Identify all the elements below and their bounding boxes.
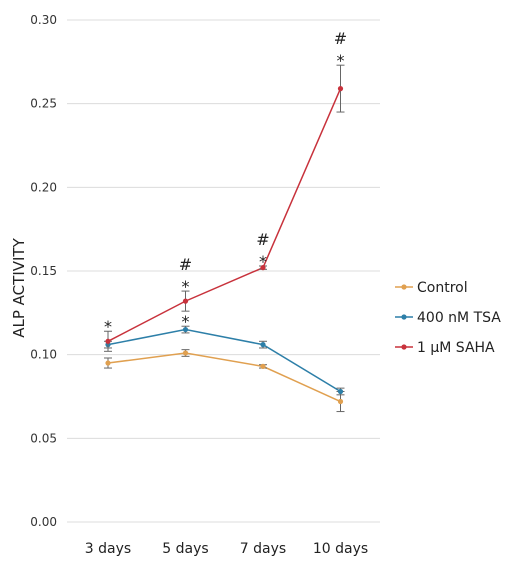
x-axis-ticks: 3 days 5 days 7 days 10 days [85,541,368,557]
x-tick-label: 7 days [240,541,286,557]
legend-label: 400 nM TSA [417,310,501,326]
legend-item: 1 μM SAHA [395,340,495,356]
series-group [104,64,345,413]
y-tick-label: 0.00 [30,515,57,529]
y-tick-label: 0.05 [30,431,57,445]
data-point [105,338,111,344]
y-tick-label: 0.10 [30,348,57,362]
series-0 [104,349,345,413]
significance-annotations: * * # * # * # * [104,29,347,336]
significance-marker: # * [179,255,192,296]
legend: Control 400 nM TSA 1 μM SAHA [395,280,501,356]
data-point [337,398,344,405]
legend-item: Control [395,280,468,296]
significance-marker: # * [256,230,269,271]
data-point [260,363,266,369]
y-axis-ticks: 0.00 0.05 0.10 0.15 0.20 0.25 0.30 [30,13,57,529]
series-line [107,88,342,342]
grid-lines [67,19,380,523]
y-axis-label: ALP ACTIVITY [10,237,28,337]
data-point [105,360,111,366]
data-point [182,326,189,333]
series-line [107,328,341,393]
series-1 [104,325,345,396]
data-point [182,298,189,304]
legend-label: Control [417,280,468,296]
data-point [260,342,266,348]
series-2 [104,64,345,352]
significance-marker: * [104,317,112,336]
data-point [337,388,344,395]
x-tick-label: 10 days [313,541,368,557]
y-tick-label: 0.20 [30,180,57,194]
x-tick-label: 3 days [85,541,131,557]
legend-swatch-dot [401,314,407,320]
significance-marker: * [182,312,190,331]
data-point [337,86,344,92]
y-tick-label: 0.25 [30,97,57,111]
y-tick-label: 0.30 [30,13,57,27]
legend-item: 400 nM TSA [395,310,501,326]
series-line [107,352,341,403]
legend-swatch-dot [401,344,407,350]
x-tick-label: 5 days [162,541,208,557]
y-tick-label: 0.15 [30,264,57,278]
data-point [260,265,266,271]
data-point [182,350,189,356]
legend-label: 1 μM SAHA [417,340,495,356]
legend-swatch-dot [401,284,407,290]
significance-marker: # * [334,29,347,70]
